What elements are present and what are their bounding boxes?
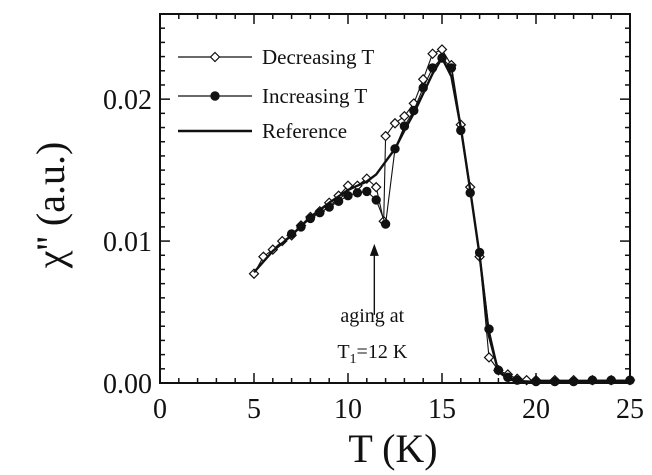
data-point-decreasing <box>370 181 382 193</box>
annotation-aging-line2: T1=12 K <box>337 341 407 367</box>
legend-marker-dot <box>210 91 220 101</box>
legend-entry: Reference <box>178 119 347 143</box>
legend-marker-diamond <box>209 51 221 63</box>
x-tick-label: 20 <box>522 394 550 425</box>
y-tick-label: 0.00 <box>103 369 152 400</box>
data-point-increasing <box>371 195 381 205</box>
x-axis-title: T (K) <box>348 426 437 471</box>
annotation-t-symbol: T <box>337 341 349 363</box>
annotation-temperature: =12 K <box>357 341 408 363</box>
data-point-decreasing <box>389 117 401 129</box>
data-point-decreasing <box>483 352 495 363</box>
legend-entry: Increasing T <box>178 84 367 108</box>
y-tick-label: 0.01 <box>103 227 152 258</box>
legend-label: Decreasing T <box>262 45 374 69</box>
x-tick-label: 15 <box>428 394 456 425</box>
data-point-increasing <box>362 186 372 197</box>
legend-label: Increasing T <box>262 84 367 108</box>
data-point-increasing <box>343 190 353 201</box>
plot-frame <box>159 13 631 384</box>
x-tick-label: 10 <box>334 394 362 425</box>
data-point-decreasing <box>436 44 448 55</box>
x-tick-label: 25 <box>616 394 644 425</box>
data-point-increasing <box>352 188 363 198</box>
y-axis-title: χ'' (a.u.) <box>28 142 73 270</box>
legend-label: Reference <box>262 119 347 143</box>
data-point-decreasing <box>380 130 391 142</box>
axes-layer: 0 5 10 15 20 25 0.00 0.01 0.02 <box>103 13 644 425</box>
annotation-aging-line1: aging at <box>340 305 404 327</box>
annotation-layer: aging at T1=12 K <box>337 243 408 367</box>
y-tick-label: 0.02 <box>103 85 152 116</box>
data-point-decreasing <box>399 110 410 122</box>
x-tick-label: 0 <box>153 394 167 425</box>
data-point-decreasing <box>427 48 438 60</box>
legend: Decreasing T Increasing T Reference <box>178 45 374 143</box>
legend-entry: Decreasing T <box>178 45 374 69</box>
annotation-subscript: 1 <box>350 352 357 367</box>
data-point-increasing <box>380 219 391 229</box>
data-point-decreasing <box>417 73 429 85</box>
series-line <box>253 56 630 383</box>
series-reference <box>253 56 630 383</box>
series-layer <box>248 44 636 387</box>
x-tick-label: 5 <box>247 394 261 425</box>
annotation-arrow-head <box>369 243 379 256</box>
